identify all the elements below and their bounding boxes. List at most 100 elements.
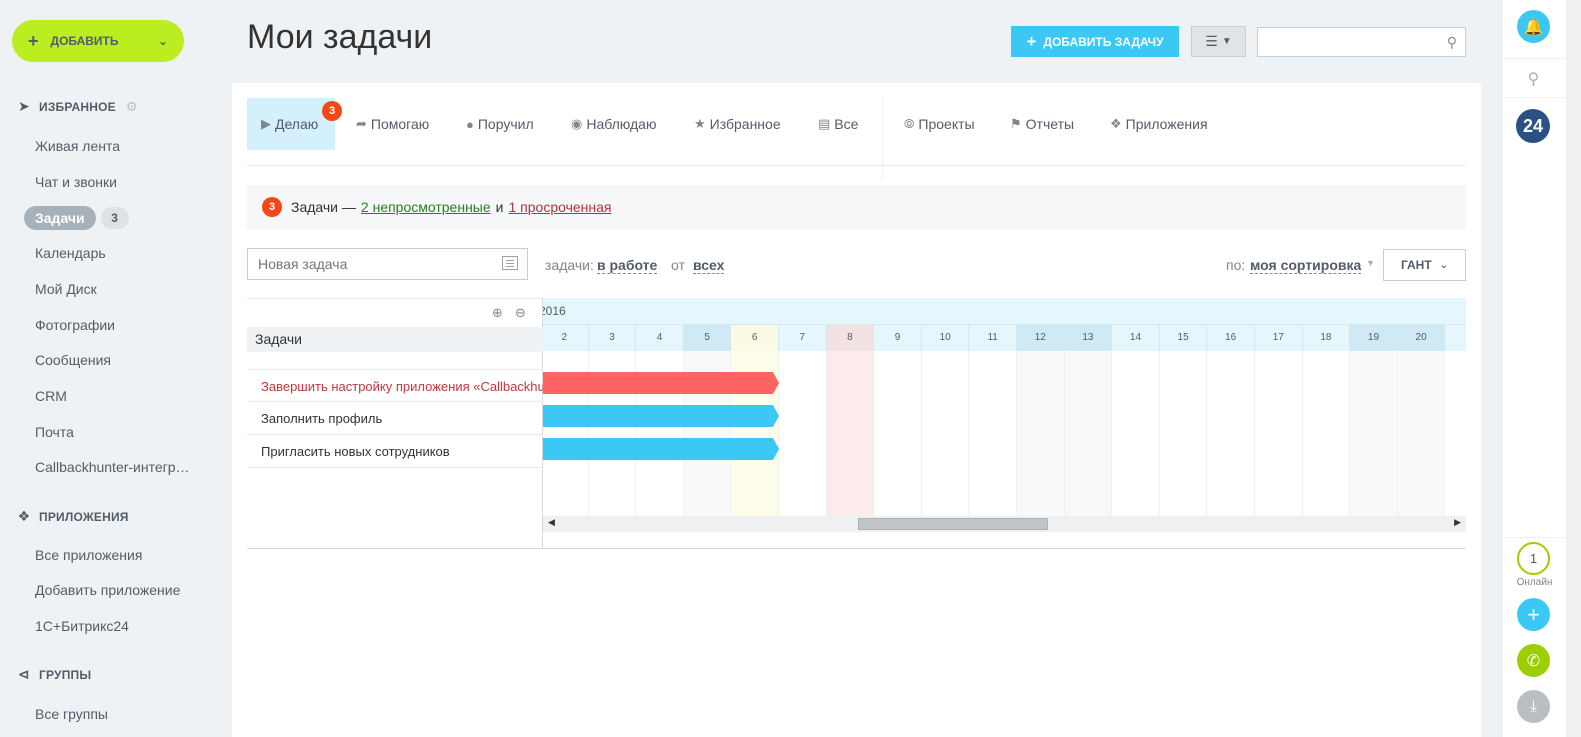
gantt-tasks-header: Задачи (247, 327, 543, 352)
sidebar-item-callbackhunter[interactable]: Callbackhunter-интеграция (35, 459, 195, 475)
gantt-scrollbar[interactable]: ◀ ▶ (543, 516, 1466, 532)
sidebar-item-all-groups[interactable]: Все группы (35, 706, 108, 722)
zoom-in-icon[interactable]: ⊕ (492, 305, 503, 320)
sidebar-item-disk[interactable]: Мой Диск (35, 281, 97, 297)
tab-reports[interactable]: ⚑ Отчеты (1010, 98, 1074, 150)
gantt-task-bar[interactable] (543, 405, 779, 427)
tab-applications[interactable]: ❖ Приложения (1110, 98, 1208, 150)
tab-doing[interactable]: ▶ Делаю (247, 98, 335, 150)
page-scrollbar[interactable] (1566, 0, 1581, 737)
sidebar-item-feed[interactable]: Живая лента (35, 138, 121, 154)
download-icon[interactable]: ⤓ (1517, 690, 1550, 723)
status-filter[interactable]: в работе (597, 257, 658, 274)
pin-icon: ➤ (18, 98, 30, 114)
inbox-icon: ▤ (818, 116, 831, 131)
sidebar-item-crm[interactable]: CRM (35, 388, 67, 404)
tasks-filter-label: задачи: (545, 257, 594, 273)
online-counter[interactable]: 1 (1517, 542, 1550, 575)
unviewed-link[interactable]: 2 непросмотренные (360, 199, 491, 215)
sidebar-item-mail[interactable]: Почта (35, 424, 74, 440)
gantt-day-cell: 3 (588, 325, 637, 351)
overdue-link[interactable]: 1 просроченная (508, 199, 612, 215)
tab-projects-label: Проекты (918, 116, 975, 132)
sidebar-item-1c[interactable]: 1С+Битрикс24 (35, 618, 129, 634)
sort-label: по: (1226, 257, 1246, 273)
gantt-day-column (636, 351, 684, 516)
scroll-right-arrow-icon[interactable]: ▶ (1454, 517, 1461, 527)
gantt-task-bar[interactable] (543, 372, 779, 394)
gantt-view-button[interactable]: ГАНТ ⌄ (1383, 249, 1466, 281)
sidebar-item-all-apps[interactable]: Все приложения (35, 547, 143, 563)
gantt-day-cell: 19 (1350, 325, 1398, 351)
gantt-day-cell: 10 (921, 325, 970, 351)
play-icon: ▶ (261, 116, 271, 131)
new-task-box (247, 248, 528, 280)
tabs-divider (247, 165, 1466, 166)
counter-and: и (495, 199, 504, 215)
groups-title: ГРУППЫ (39, 667, 92, 682)
counter-bar: 3 Задачи — 2 непросмотренные и 1 просроч… (247, 185, 1466, 229)
task-form-icon[interactable] (502, 256, 518, 270)
gantt-bottom-divider (247, 548, 1466, 549)
groups-header[interactable]: ⊲ ГРУППЫ (15, 666, 91, 683)
gantt-day-column (1255, 351, 1303, 516)
gear-icon[interactable]: ⚙ (125, 98, 138, 114)
gantt-task-row[interactable]: Пригласить новых сотрудников (247, 435, 543, 468)
from-filter[interactable]: всех (693, 257, 725, 274)
tab-doing-badge: 3 (322, 101, 342, 121)
zoom-out-icon[interactable]: ⊖ (515, 305, 526, 320)
cube-icon: ❖ (17, 508, 31, 524)
sidebar-item-chat[interactable]: Чат и звонки (35, 174, 117, 190)
search-icon[interactable]: ⚲ (1527, 70, 1540, 88)
gantt-day-column (589, 351, 637, 516)
sidebar-item-calendar[interactable]: Календарь (35, 245, 106, 261)
sidebar-item-add-app[interactable]: Добавить приложение (35, 582, 181, 598)
scrollbar-thumb[interactable] (858, 518, 1048, 530)
tab-helping[interactable]: ➦ Помогаю (356, 98, 429, 150)
gantt-day-column (1350, 351, 1398, 516)
gantt-task-row[interactable]: Завершить настройку приложения «Callback… (247, 369, 543, 402)
tab-all[interactable]: ▤ Все (818, 98, 858, 150)
tab-assigned[interactable]: ● Поручил (466, 98, 534, 150)
cube-icon: ❖ (1110, 116, 1122, 131)
company-logo-badge[interactable]: 24 (1516, 109, 1550, 143)
tab-watching[interactable]: ◉ Наблюдаю (571, 98, 656, 150)
gantt-year-row: 2016 (543, 298, 1466, 325)
phone-icon[interactable]: ✆ (1517, 644, 1550, 677)
tab-assigned-label: Поручил (477, 116, 534, 132)
gantt-view-label: ГАНТ (1400, 258, 1432, 272)
search-box: ⚲ (1257, 27, 1466, 57)
list-icon: ☰ (1205, 33, 1218, 49)
sidebar-item-messages[interactable]: Сообщения (35, 352, 111, 368)
gantt-task-row[interactable]: Заполнить профиль (247, 402, 543, 435)
gantt-day-column (779, 351, 827, 516)
add-button-label: ДОБАВИТЬ (50, 34, 119, 48)
tab-projects[interactable]: ⦾ Проекты (904, 98, 975, 150)
sort-select[interactable]: моя сортировка (1250, 257, 1362, 274)
gantt-task-bar[interactable] (543, 438, 779, 460)
scroll-left-arrow-icon[interactable]: ◀ (548, 517, 555, 527)
gantt-day-column (1303, 351, 1351, 516)
gantt-day-column (874, 351, 922, 516)
gantt-year-label: 2016 (543, 304, 566, 318)
right-bar: 🔔 ⚲ 24 1 Онлайн + ✆ ⤓ (1501, 0, 1567, 737)
view-menu-button[interactable]: ☰ ▼ (1191, 26, 1246, 57)
gantt-day-cell: 18 (1302, 325, 1351, 351)
gantt-day-column (1445, 351, 1466, 516)
tab-favorites[interactable]: ★ Избранное (694, 98, 781, 150)
sidebar-item-photos[interactable]: Фотографии (35, 317, 116, 333)
gantt-day-cell: 13 (1064, 325, 1113, 351)
plus-icon[interactable]: + (1517, 598, 1550, 631)
search-input[interactable] (1258, 28, 1438, 56)
search-icon[interactable]: ⚲ (1446, 34, 1457, 50)
bell-icon[interactable]: 🔔 (1517, 10, 1550, 43)
sidebar-item-tasks[interactable]: Задачи 3 (24, 206, 129, 230)
favorites-header[interactable]: ➤ ИЗБРАННОЕ ⚙ (15, 98, 138, 115)
apps-header[interactable]: ❖ ПРИЛОЖЕНИЯ (15, 508, 129, 525)
add-button[interactable]: + ДОБАВИТЬ ⌄ (12, 20, 184, 62)
new-task-input[interactable] (248, 249, 488, 279)
gantt-timeline: 2016 2345678910111213141516171819202 ◀ ▶ (543, 298, 1466, 534)
tab-doing-label: Делаю (275, 116, 319, 132)
gantt-day-cell: 5 (683, 325, 732, 351)
add-task-button[interactable]: + ДОБАВИТЬ ЗАДАЧУ (1011, 26, 1179, 57)
